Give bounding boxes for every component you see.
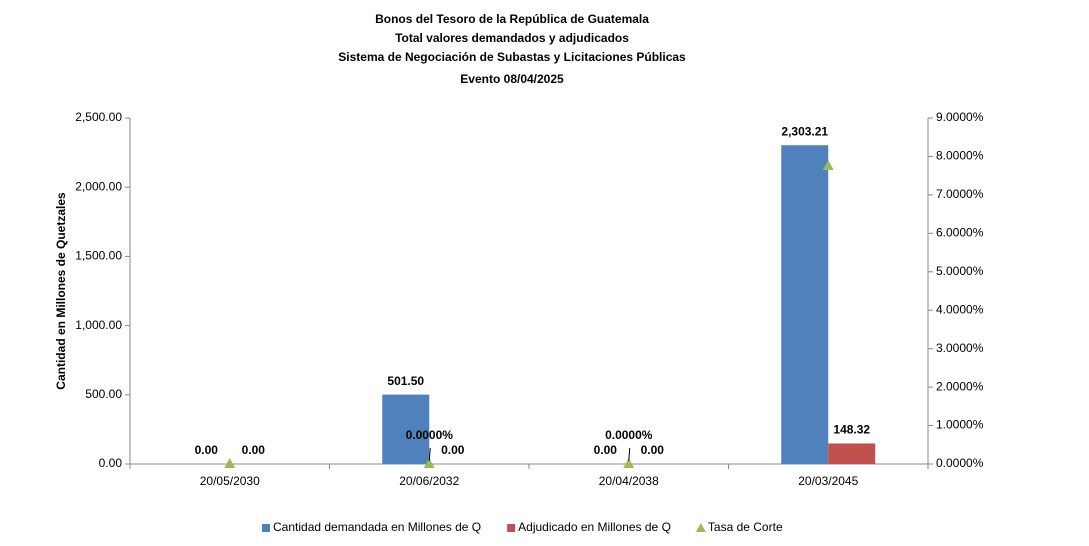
y2-tick-label: 5.0000% — [936, 264, 984, 278]
y2-tick-label: 3.0000% — [936, 341, 984, 355]
legend-swatch — [507, 524, 516, 532]
y2-tick-label: 8.0000% — [936, 149, 984, 163]
bar — [828, 443, 876, 464]
legend-label: Cantidad demandada en Millones de Q — [273, 520, 481, 534]
marker — [423, 458, 435, 468]
y2-tick-label: 6.0000% — [936, 226, 984, 240]
data-label: 0.00 — [195, 443, 219, 457]
legend-label: Tasa de Corte — [708, 520, 783, 534]
y2-tick-label: 4.0000% — [936, 302, 984, 316]
y2-tick-label: 1.0000% — [936, 418, 984, 432]
data-label: 0.00 — [641, 443, 665, 457]
y2-tick-label: 9.0000% — [936, 110, 984, 124]
chart-subtitle: Sistema de Negociación de Subastas y Lic… — [338, 50, 686, 64]
x-tick-label: 20/06/2032 — [399, 474, 459, 488]
data-label: 0.00 — [441, 443, 465, 457]
data-label: 148.32 — [833, 423, 870, 437]
y-tick-label: 1,000.00 — [75, 318, 122, 332]
data-label: 501.50 — [387, 374, 424, 388]
chart-subtitle: Evento 08/04/2025 — [460, 72, 564, 86]
chart-title: Bonos del Tesoro de la República de Guat… — [375, 12, 649, 26]
x-tick-label: 20/03/2045 — [798, 474, 858, 488]
x-tick-label: 20/05/2030 — [200, 474, 260, 488]
y2-tick-label: 0.0000% — [936, 456, 984, 470]
data-label: 0.00 — [594, 443, 618, 457]
label-leader — [628, 447, 631, 462]
x-tick-label: 20/04/2038 — [599, 474, 659, 488]
marker — [822, 160, 834, 171]
data-label: 0.00 — [242, 443, 266, 457]
y2-tick-label: 7.0000% — [936, 187, 984, 201]
y2-tick-label: 2.0000% — [936, 379, 984, 393]
marker — [224, 458, 236, 468]
bar — [382, 394, 430, 464]
data-label: 0.0000% — [406, 428, 454, 442]
legend-swatch — [695, 523, 706, 532]
y-tick-label: 1,500.00 — [75, 249, 122, 263]
legend-label: Adjudicado en Millones de Q — [518, 520, 671, 534]
y-tick-label: 2,000.00 — [75, 179, 122, 193]
marker — [623, 458, 635, 468]
bar — [781, 145, 829, 465]
legend-swatch — [262, 524, 270, 532]
y-axis-label: Cantidad en Millones de Quetzales — [54, 192, 68, 390]
label-leader — [428, 447, 431, 462]
data-label: 2,303.21 — [781, 124, 828, 138]
chart-subtitle: Total valores demandados y adjudicados — [395, 31, 629, 45]
data-label: 0.0000% — [605, 428, 653, 442]
y-tick-label: 500.00 — [85, 387, 122, 401]
y-tick-label: 0.00 — [99, 456, 123, 470]
y-tick-label: 2,500.00 — [75, 110, 122, 124]
